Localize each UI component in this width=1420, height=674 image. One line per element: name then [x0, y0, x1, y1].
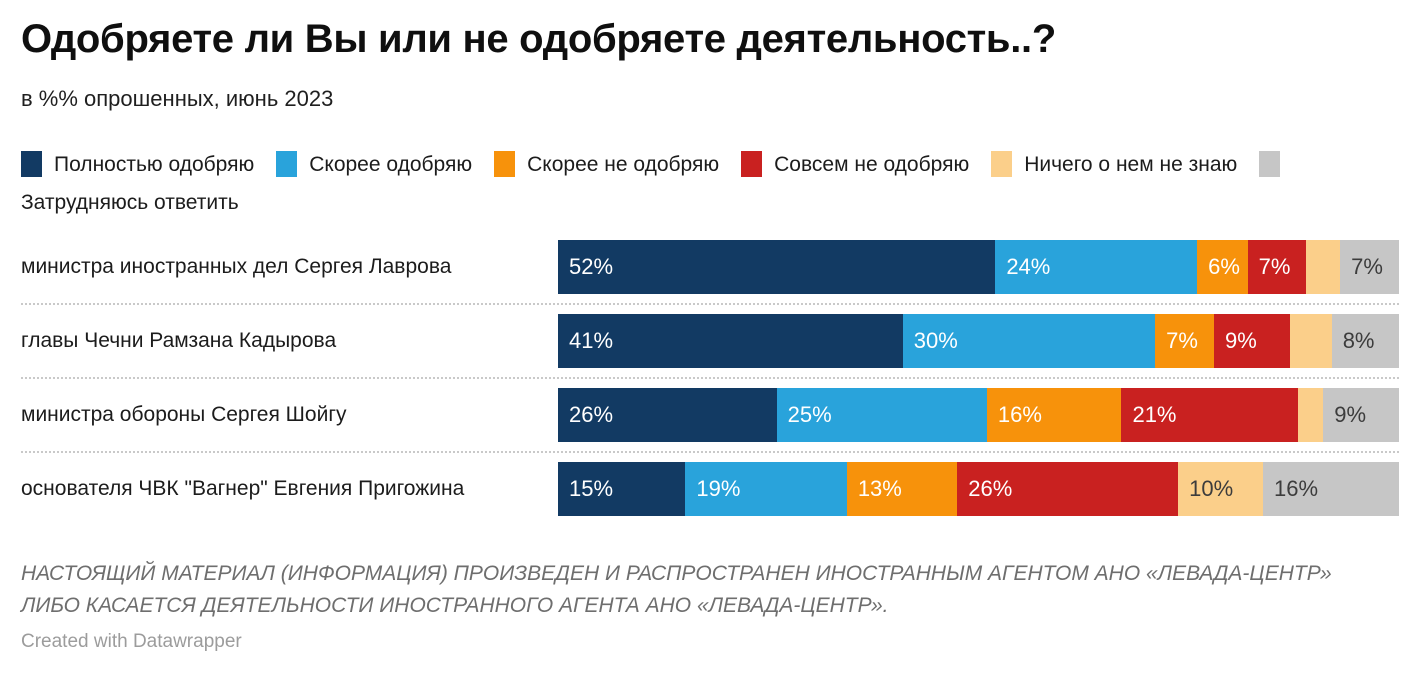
legend-item: Ничего о нем не знаю: [991, 151, 1238, 177]
segment-value-label: 15%: [569, 476, 614, 501]
legend-item: Скорее не одобряю: [494, 151, 720, 177]
stacked-bar: 15% 19% 13% 26% 10% 16%: [558, 462, 1399, 516]
segment-value-label: 16%: [997, 402, 1042, 427]
row-label: министра обороны Сергея Шойгу: [21, 403, 347, 426]
bar-segment: 41%: [558, 314, 903, 368]
segment-value-label: 25%: [787, 402, 832, 427]
segment-value-label: 21%: [1132, 402, 1177, 427]
legend-swatch: [276, 151, 298, 177]
legend-item: Затрудняюсь ответить: [21, 151, 1292, 214]
bar-segment: 9%: [1323, 388, 1399, 442]
chart-row: министра обороны Сергея Шойгу 26% 25% 16% 21…: [21, 388, 1399, 442]
bar-segment: [1306, 240, 1341, 294]
segment-value-label: 30%: [913, 328, 958, 353]
bar-segment: 26%: [957, 462, 1179, 516]
segment-value-label: 13%: [857, 476, 902, 501]
chart-row: министра иностранных дел Сергея Лаврова 5…: [21, 240, 1399, 294]
legend: Полностью одобряю Скорее одобряю Скорее не…: [21, 146, 1361, 222]
bar-segment: 13%: [846, 462, 958, 516]
chart-subtitle: в %% опрошенных, июнь 2023: [21, 86, 334, 111]
datawrapper-credit: Created with Datawrapper: [21, 631, 242, 652]
segment-value-label: 9%: [1334, 402, 1367, 427]
chart-title: Одобряете ли Вы или не одобряете деятель…: [21, 17, 1056, 61]
segment-value-label: 16%: [1274, 476, 1319, 501]
bar-segment: [1289, 314, 1332, 368]
legend-item: Совсем не одобряю: [741, 151, 970, 177]
bar-segment: 24%: [995, 240, 1198, 294]
segment-value-label: 6%: [1208, 254, 1240, 279]
stacked-bar: 52% 24% 6% 7% 7%: [558, 240, 1399, 294]
legend-swatch: [991, 151, 1013, 177]
legend-label: Совсем не одобряю: [774, 153, 970, 176]
legend-swatch: [1259, 151, 1281, 177]
segment-value-label: 7%: [1351, 254, 1383, 279]
legend-swatch: [741, 151, 763, 177]
row-label: главы Чечни Рамзана Кадырова: [21, 329, 337, 352]
chart-row: главы Чечни Рамзана Кадырова 41% 30% 7% 9% 8%: [21, 314, 1399, 368]
chart-rows: министра иностранных дел Сергея Лаврова 5…: [21, 240, 1399, 516]
row-separator: [21, 451, 1399, 453]
legend-swatch: [21, 151, 42, 177]
bar-segment: 8%: [1331, 314, 1399, 368]
row-label: основателя ЧВК "Вагнер" Евгения Пригожин…: [21, 477, 465, 500]
bar-segment: 7%: [1155, 314, 1214, 368]
foreign-agent-disclaimer: НАСТОЯЩИЙ МАТЕРИАЛ (ИНФОРМАЦИЯ) ПРОИЗВЕД…: [21, 562, 1332, 617]
bar-segment: 30%: [902, 314, 1156, 368]
bar-segment: 21%: [1121, 388, 1299, 442]
segment-value-label: 26%: [569, 402, 614, 427]
bar-segment: 6%: [1197, 240, 1248, 294]
bar-segment: 16%: [986, 388, 1122, 442]
stacked-bar: 26% 25% 16% 21% 9%: [558, 388, 1399, 442]
bar-segment: 25%: [776, 388, 987, 442]
bar-segment: 16%: [1263, 462, 1399, 516]
legend-swatch: [494, 151, 516, 177]
bar-segment: 52%: [558, 240, 996, 294]
bar-segment: 7%: [1247, 240, 1307, 294]
legend-item: Полностью одобряю: [21, 151, 255, 177]
legend-label: Скорее одобряю: [309, 153, 473, 176]
bar-segment: 7%: [1340, 240, 1399, 294]
bar-segment: 9%: [1213, 314, 1290, 368]
row-separator: [21, 303, 1399, 305]
chart-row: основателя ЧВК "Вагнер" Евгения Пригожин…: [21, 462, 1399, 516]
bar-segment: 26%: [558, 388, 777, 442]
legend-label: Затрудняюсь ответить: [21, 191, 239, 214]
segment-value-label: 26%: [968, 476, 1013, 501]
segment-value-label: 24%: [1006, 254, 1051, 279]
bar-segment: 10%: [1178, 462, 1264, 516]
segment-value-label: 41%: [569, 328, 614, 353]
segment-value-label: 19%: [696, 476, 741, 501]
row-label: министра иностранных дел Сергея Лаврова: [21, 255, 452, 278]
segment-value-label: 7%: [1166, 328, 1198, 353]
row-separator: [21, 377, 1399, 379]
segment-value-label: 8%: [1342, 328, 1375, 353]
bar-segment: [1298, 388, 1324, 442]
legend-label: Ничего о нем не знаю: [1024, 153, 1238, 176]
bar-segment: 19%: [685, 462, 847, 516]
stacked-bar: 41% 30% 7% 9% 8%: [558, 314, 1399, 368]
segment-value-label: 10%: [1189, 476, 1234, 501]
bar-segment: 15%: [558, 462, 686, 516]
legend-label: Скорее не одобряю: [527, 153, 720, 176]
segment-value-label: 52%: [569, 254, 614, 279]
segment-value-label: 7%: [1258, 254, 1291, 279]
legend-label: Полностью одобряю: [54, 153, 255, 176]
segment-value-label: 9%: [1224, 328, 1257, 353]
legend-item: Скорее одобряю: [276, 151, 473, 177]
